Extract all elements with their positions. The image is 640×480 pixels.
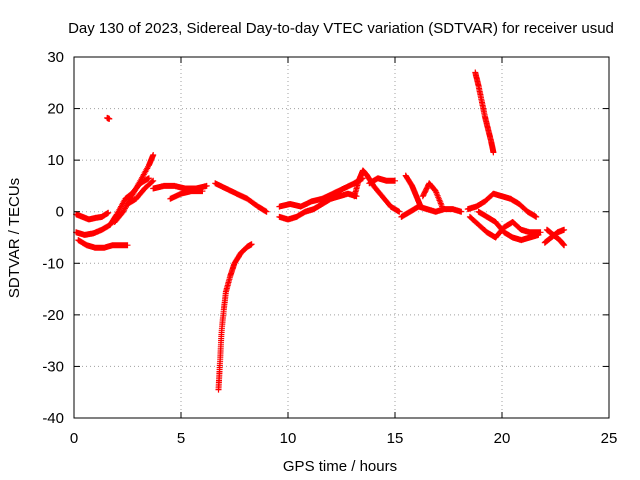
data-point-markers	[351, 167, 403, 215]
y-tick-label: -40	[42, 410, 64, 427]
y-tick-label: -20	[42, 307, 64, 324]
data-point-markers	[215, 241, 255, 393]
data-point-markers	[541, 226, 568, 246]
data-point-markers	[212, 180, 270, 215]
data-point-markers	[124, 177, 157, 207]
series-arc-c	[75, 237, 131, 251]
series-arc-n	[398, 203, 465, 220]
plot-frame	[73, 56, 610, 419]
series-arc-g	[167, 188, 206, 202]
data-point-markers	[398, 203, 465, 220]
series-arc-h	[212, 180, 270, 215]
series-isolated	[104, 114, 113, 122]
x-tick-label: 10	[280, 430, 297, 447]
data-point-markers	[167, 188, 206, 202]
x-tick-label: 25	[601, 430, 618, 447]
y-tick-label: -10	[42, 255, 64, 272]
data-point-markers	[366, 175, 398, 187]
data-point-markers	[472, 69, 497, 156]
series-arc-i	[215, 241, 255, 393]
y-tick-label: 0	[56, 204, 64, 221]
chart-title: Day 130 of 2023, Sidereal Day-to-day VTE…	[68, 20, 614, 37]
series-arc-l	[351, 167, 403, 215]
grid-layer	[74, 57, 609, 418]
series-arc-a	[73, 209, 112, 223]
y-tick-label: -30	[42, 358, 64, 375]
series-arc-r	[475, 208, 542, 244]
y-tick-label: 30	[47, 49, 64, 66]
series-arc-v	[541, 226, 568, 246]
y-axis-label: SDTVAR / TECUs	[6, 178, 23, 298]
data-point-markers	[104, 114, 113, 122]
series-arc-e	[124, 177, 157, 207]
y-tick-label: 10	[47, 152, 64, 169]
x-tick-label: 5	[177, 430, 185, 447]
data-point-markers	[402, 172, 424, 210]
data-point-markers	[475, 208, 542, 244]
x-tick-label: 0	[70, 430, 78, 447]
y-tick-label: 20	[47, 101, 64, 118]
data-point-markers	[73, 209, 112, 223]
series-arc-p	[419, 180, 446, 210]
series-arc-d	[111, 152, 157, 225]
data-point-markers	[276, 190, 360, 223]
series-arc-o	[402, 172, 424, 210]
series-arc-t	[472, 69, 497, 156]
x-axis-label: GPS time / hours	[283, 458, 397, 475]
x-tick-label: 20	[494, 430, 511, 447]
series-arc-q	[464, 190, 540, 220]
series-arc-s	[466, 213, 544, 241]
series-arc-j	[276, 190, 360, 223]
data-point-markers	[419, 180, 446, 210]
x-tick-label: 15	[387, 430, 404, 447]
data-point-markers	[466, 213, 544, 241]
axes-layer: 0 5 10 15 20 25 -40 -30 -20 -10 0 10 20 30	[42, 49, 617, 447]
data-point-markers	[464, 190, 540, 220]
data-point-markers	[75, 237, 131, 251]
marks-layer	[73, 69, 568, 393]
data-point-markers	[111, 152, 157, 225]
series-arc-m	[366, 175, 398, 187]
